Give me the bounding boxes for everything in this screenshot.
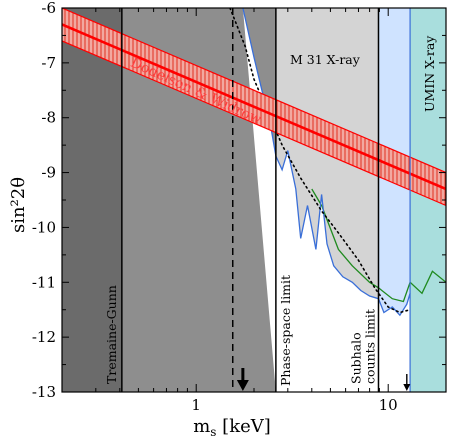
x-tick-label: 10 (379, 396, 398, 414)
axis-ticks: 1 10 -6 -7 -8 -9 -10 -11 -12 -13 (32, 0, 447, 414)
region-label-subhalo-line2: counts limit (362, 309, 377, 384)
m31-excluded-floor (242, 8, 411, 392)
m31-limit-curve (242, 8, 411, 317)
axis-titles: ms [keV] sin²2θ (8, 177, 271, 439)
region-label-phase-space: Phase-space limit (278, 275, 293, 386)
y-tick-label: -6 (41, 0, 56, 17)
x-axis-title-m: m (193, 416, 210, 437)
region-label-subhalo-line1: Subhalo (348, 332, 363, 384)
band-upper-edge (62, 8, 446, 174)
y-tick-label: -11 (32, 273, 56, 291)
x-axis-title: ms [keV] (193, 416, 271, 439)
dodelson-widrow-band (62, 8, 446, 207)
x-axis-title-unit: [keV] (216, 416, 270, 437)
band-lower-edge (62, 40, 446, 207)
y-tick-label: -13 (32, 383, 56, 401)
green-curve (311, 188, 446, 303)
arrow-head (403, 384, 411, 391)
y-tick-label: -7 (41, 54, 56, 72)
band-center-line (62, 23, 446, 191)
y-tick-label: -8 (41, 109, 56, 127)
tremaine-gunn-region (62, 8, 122, 392)
limit-curves (229, 8, 446, 392)
arrow-head (236, 380, 249, 391)
region-boundaries (121, 8, 411, 392)
dotted-curve (229, 8, 411, 314)
mass-arrows (236, 368, 411, 391)
region-label-umin: UMIN X-ray (422, 35, 437, 112)
y-tick-label: -12 (32, 328, 56, 346)
region-label-tremaine-gunn: Tremaine-Gunn (104, 285, 119, 384)
plot-area (62, 8, 446, 392)
x-axis-title-sub: s (210, 425, 216, 439)
y-tick-label: -9 (41, 164, 56, 182)
region-label-m31: M 31 X-ray (290, 52, 361, 67)
x-tick-label: 1 (191, 396, 201, 414)
y-tick-label: -10 (32, 218, 56, 236)
region-label-subhalo: Subhalo counts limit (348, 309, 377, 384)
y-axis-title: sin²2θ (8, 177, 29, 233)
